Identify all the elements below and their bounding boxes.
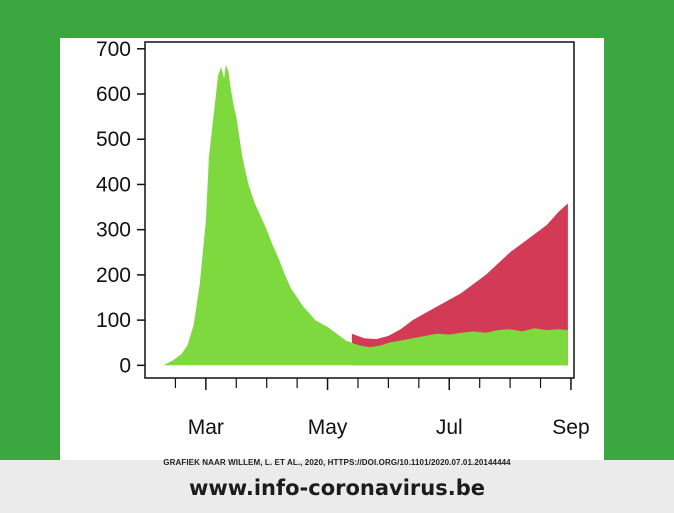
x-tick-label: Mar [188,416,224,439]
plot-frame [144,41,575,379]
y-tick-label: 0 [119,354,131,377]
x-tick-label: Jul [436,416,463,439]
footer-bar [0,460,674,513]
x-tick-label: May [308,416,348,439]
green-area-series [163,64,568,366]
y-tick-label: 700 [96,38,131,61]
y-tick-label: 500 [96,128,131,151]
y-tick-label: 300 [96,219,131,242]
y-tick-label: 200 [96,264,131,287]
y-tick-label: 100 [96,309,131,332]
red-area-series [351,203,568,366]
website-link[interactable]: www.info-coronavirus.be [189,476,485,500]
y-tick-label: 600 [96,83,131,106]
x-tick-label: Sep [552,416,589,439]
source-citation: GRAFIEK NAAR WILLEM, L. ET AL., 2020, HT… [163,458,511,467]
y-tick-label: 400 [96,173,131,196]
